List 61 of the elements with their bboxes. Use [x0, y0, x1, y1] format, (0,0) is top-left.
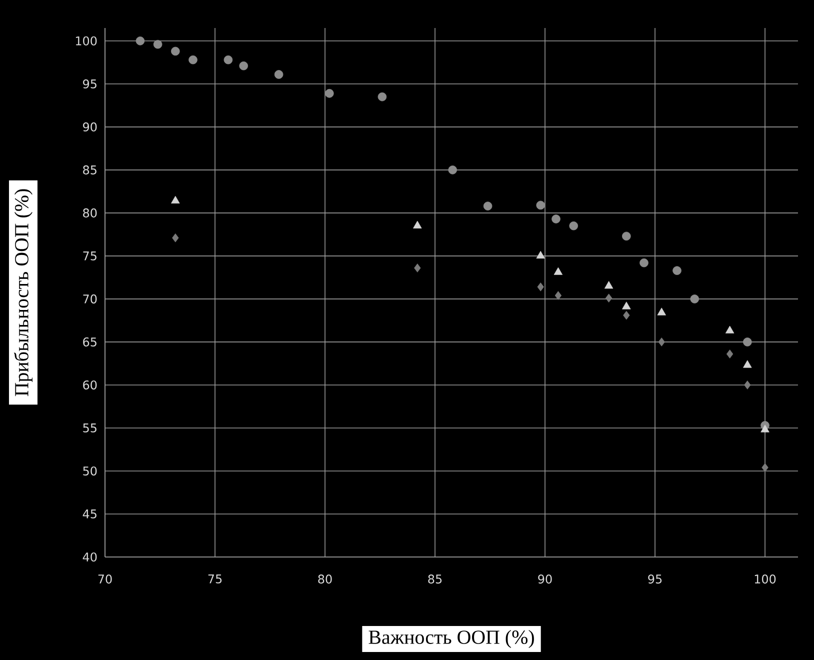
- point: [657, 308, 666, 316]
- point: [554, 291, 562, 300]
- y-tick-label: 90: [83, 122, 97, 132]
- point: [448, 166, 458, 174]
- point: [604, 281, 614, 289]
- point: [743, 360, 752, 368]
- y-tick-label: 65: [83, 337, 96, 346]
- y-tick-label: 45: [82, 510, 96, 518]
- y-tick-label: 60: [83, 380, 97, 390]
- point: [171, 46, 180, 56]
- point: [690, 294, 700, 304]
- y-tick-label: 70: [83, 294, 97, 304]
- x-tick-label: 95: [648, 574, 662, 584]
- x-tick-label: 80: [318, 574, 332, 584]
- point: [536, 250, 545, 259]
- point: [239, 61, 248, 70]
- point: [640, 258, 648, 268]
- point: [325, 88, 334, 98]
- y-tick-label: 75: [83, 251, 96, 260]
- point: [622, 232, 631, 241]
- point: [413, 220, 422, 228]
- point: [622, 302, 631, 310]
- point: [658, 338, 665, 346]
- point: [605, 294, 612, 302]
- point: [136, 36, 145, 46]
- y-tick-label: 40: [82, 552, 97, 562]
- y-tick-label: 55: [83, 424, 96, 432]
- y-tick-label: 85: [83, 165, 96, 174]
- x-tick-label: 85: [428, 574, 442, 584]
- point: [274, 70, 284, 79]
- point: [224, 55, 233, 64]
- x-tick-label: 100: [754, 574, 776, 584]
- point: [569, 221, 578, 230]
- point: [171, 196, 180, 204]
- point: [672, 266, 682, 275]
- x-axis-title: Важность ООП (%): [368, 630, 534, 648]
- point: [153, 40, 162, 49]
- point: [188, 55, 198, 64]
- y-axis-title: Прибыльность ООП (%): [14, 189, 32, 396]
- point: [552, 214, 560, 224]
- point: [744, 380, 751, 390]
- point: [762, 463, 768, 472]
- point: [172, 233, 179, 242]
- y-tick-label: 95: [83, 79, 96, 88]
- y-tick-label: 50: [83, 466, 97, 476]
- y-tick-label: 100: [76, 36, 97, 46]
- point: [726, 350, 734, 358]
- point: [623, 310, 630, 320]
- point: [536, 200, 546, 210]
- y-tick-label: 80: [83, 208, 97, 218]
- point: [760, 424, 770, 432]
- point: [743, 338, 752, 346]
- x-tick-label: 90: [538, 574, 552, 584]
- x-tick-label: 70: [98, 574, 112, 584]
- x-tick-label: 75: [208, 574, 222, 584]
- point: [537, 282, 544, 292]
- point: [483, 202, 492, 210]
- point: [725, 326, 734, 334]
- point: [554, 267, 563, 275]
- point: [414, 264, 421, 272]
- point: [378, 92, 387, 102]
